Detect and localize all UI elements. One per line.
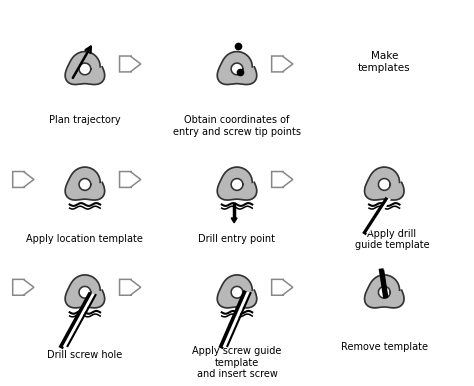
Text: Apply location template: Apply location template — [27, 234, 143, 244]
Polygon shape — [365, 275, 404, 308]
Polygon shape — [217, 275, 257, 308]
Polygon shape — [217, 52, 257, 85]
Text: Drill entry point: Drill entry point — [199, 234, 275, 244]
Text: Make
templates: Make templates — [358, 51, 410, 73]
Polygon shape — [13, 279, 34, 295]
Text: Apply drill
guide template: Apply drill guide template — [355, 229, 429, 250]
Polygon shape — [119, 279, 141, 295]
Polygon shape — [231, 179, 243, 190]
Polygon shape — [272, 56, 293, 72]
Polygon shape — [272, 279, 293, 295]
Polygon shape — [65, 167, 105, 200]
Polygon shape — [119, 56, 141, 72]
Text: Plan trajectory: Plan trajectory — [49, 115, 121, 125]
Polygon shape — [231, 218, 237, 223]
Polygon shape — [13, 171, 34, 188]
Polygon shape — [378, 179, 390, 190]
Text: Remove template: Remove template — [341, 342, 428, 352]
Polygon shape — [79, 179, 91, 190]
Polygon shape — [272, 171, 293, 188]
Polygon shape — [365, 167, 404, 200]
Text: Drill screw hole: Drill screw hole — [47, 350, 122, 360]
Polygon shape — [231, 63, 243, 75]
Polygon shape — [119, 171, 141, 188]
Text: Apply screw guide
template
and insert screw: Apply screw guide template and insert sc… — [192, 346, 282, 379]
Text: Obtain coordinates of
entry and screw tip points: Obtain coordinates of entry and screw ti… — [173, 115, 301, 137]
Polygon shape — [378, 286, 390, 298]
Polygon shape — [79, 286, 91, 298]
Polygon shape — [217, 167, 257, 200]
Polygon shape — [65, 52, 105, 85]
Polygon shape — [231, 286, 243, 298]
Polygon shape — [79, 63, 91, 75]
Polygon shape — [65, 275, 105, 308]
